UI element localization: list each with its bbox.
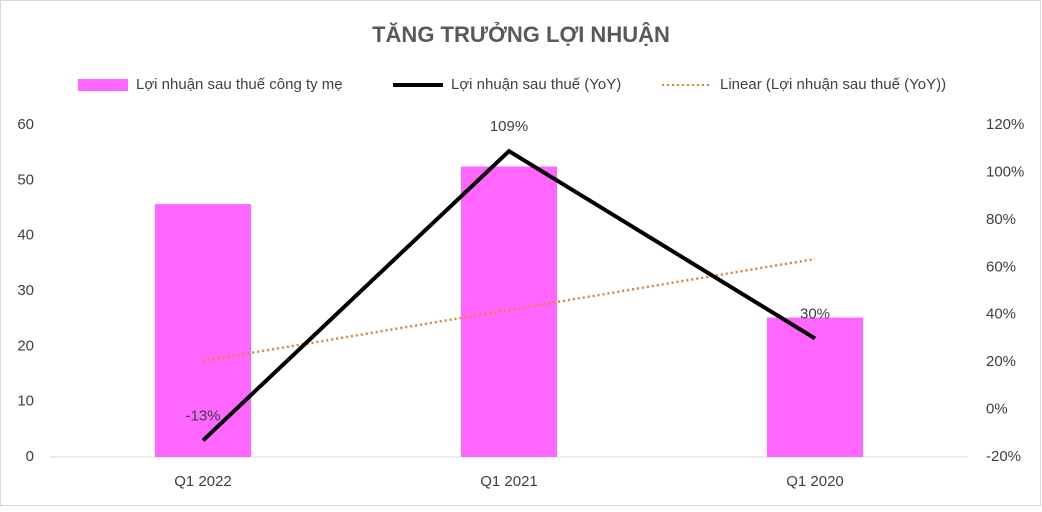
trend-line xyxy=(202,257,816,363)
data-label: -13% xyxy=(185,407,220,424)
y-tick-label: 0 xyxy=(26,448,34,465)
y2-tick-label: -20% xyxy=(986,448,1021,465)
y-tick-label: 10 xyxy=(17,393,34,410)
y2-tick-label: 80% xyxy=(986,211,1016,228)
y2-tick-label: 0% xyxy=(986,401,1008,418)
y2-tick-label: 120% xyxy=(986,116,1024,133)
chart-title: TĂNG TRƯỞNG LỢI NHUẬN xyxy=(372,22,670,47)
legend-swatch xyxy=(78,79,128,91)
data-label: 109% xyxy=(490,118,528,135)
y-tick-label: 20 xyxy=(17,337,34,354)
legend-label: Lợi nhuận sau thuế (YoY) xyxy=(451,76,621,93)
bar xyxy=(155,204,251,457)
legend-label: Lợi nhuận sau thuế công ty mẹ xyxy=(136,76,343,93)
y2-tick-label: 60% xyxy=(986,258,1016,275)
x-tick-label: Q1 2020 xyxy=(786,473,844,490)
y-tick-label: 50 xyxy=(17,171,34,188)
y2-tick-label: 40% xyxy=(986,306,1016,323)
bar xyxy=(461,166,557,457)
data-label: 30% xyxy=(800,305,830,322)
y-tick-label: 40 xyxy=(17,227,34,244)
bar xyxy=(767,317,863,457)
y2-tick-label: 100% xyxy=(986,163,1024,180)
legend-label: Linear (Lợi nhuận sau thuế (YoY)) xyxy=(720,76,946,93)
y-tick-label: 30 xyxy=(17,282,34,299)
y2-tick-label: 20% xyxy=(986,353,1016,370)
x-tick-label: Q1 2021 xyxy=(480,473,538,490)
x-tick-label: Q1 2022 xyxy=(174,473,232,490)
line xyxy=(201,148,817,442)
y-tick-label: 60 xyxy=(17,116,34,133)
